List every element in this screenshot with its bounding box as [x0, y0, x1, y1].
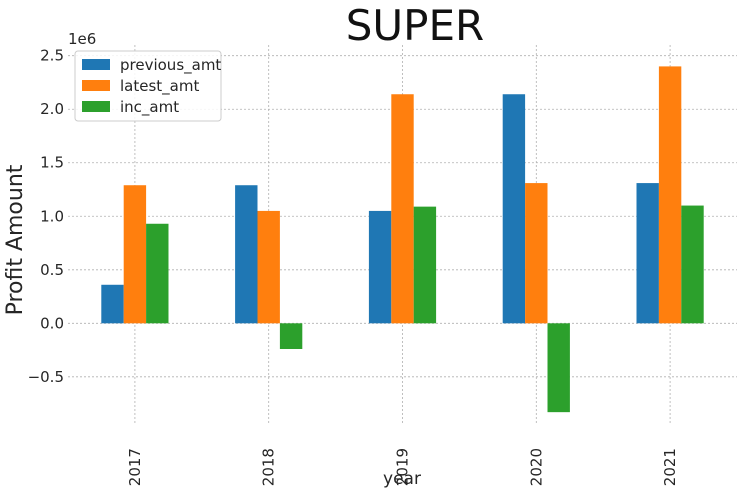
chart-title: SUPER — [346, 1, 484, 50]
bar-previous_amt-2020 — [502, 94, 526, 324]
legend-label-inc_amt: inc_amt — [120, 98, 179, 117]
legend-swatch-latest_amt — [82, 80, 110, 91]
bar-latest_amt-2020 — [525, 183, 548, 324]
y-tick-labels: −0.5 0.0 0.5 1.0 1.5 2.0 2.5 — [28, 47, 64, 386]
bar-previous_amt-2018 — [235, 185, 258, 324]
bar-inc_amt-2017 — [146, 223, 169, 324]
bar-latest_amt-2021 — [658, 66, 682, 324]
y-offset-label: 1e6 — [68, 30, 96, 48]
legend-swatch-inc_amt — [82, 101, 110, 112]
bar-inc_amt-2019 — [413, 206, 437, 324]
legend-label-latest_amt: latest_amt — [120, 77, 199, 96]
bar-inc_amt-2021 — [681, 205, 704, 324]
legend-frame — [74, 50, 222, 122]
y-tick-label: 1.5 — [40, 154, 64, 172]
bar-latest_amt-2018 — [257, 210, 280, 324]
y-tick-label: 2.5 — [40, 47, 64, 65]
y-tick-label: 1.0 — [40, 207, 64, 225]
x-tick-labels: 2017 2018 2019 2020 2021 — [126, 448, 679, 486]
x-tick-label: 2020 — [527, 448, 545, 486]
y-tick-label: 0.5 — [40, 261, 64, 279]
legend-label-previous_amt: previous_amt — [120, 56, 221, 75]
bar-latest_amt-2017 — [123, 185, 147, 324]
legend-swatch-previous_amt — [82, 59, 110, 70]
bar-inc_amt-2018 — [279, 323, 303, 349]
bar-inc_amt-2020 — [547, 323, 570, 413]
bars-layer — [101, 66, 704, 413]
y-axis-label: Profit Amount — [3, 164, 28, 315]
y-tick-label: −0.5 — [28, 368, 64, 386]
bar-latest_amt-2019 — [391, 94, 414, 324]
y-tick-label: 0.0 — [40, 314, 64, 332]
y-tick-label: 2.0 — [40, 100, 64, 118]
x-tick-label: 2017 — [126, 448, 144, 486]
x-tick-label: 2018 — [260, 448, 278, 486]
x-tick-label: 2021 — [661, 448, 679, 486]
bar-previous_amt-2021 — [636, 183, 659, 324]
legend: previous_amt latest_amt inc_amt — [74, 50, 222, 122]
bar-previous_amt-2019 — [368, 210, 392, 324]
x-axis-label: year — [383, 469, 421, 489]
bar-previous_amt-2017 — [101, 284, 124, 324]
x-tick-label: 2019 — [394, 448, 412, 486]
